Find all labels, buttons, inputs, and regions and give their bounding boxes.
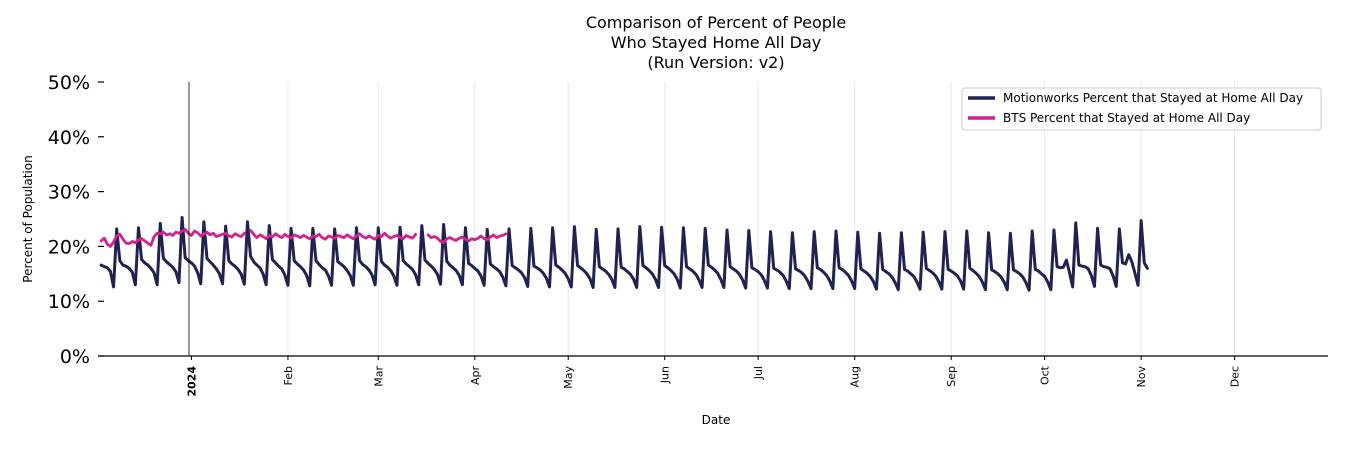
- x-tick-label-6: Jul: [752, 366, 765, 380]
- legend-box: [961, 87, 1322, 131]
- legend-label-motionworks: Motionworks Percent that Stayed at Home …: [1003, 91, 1303, 105]
- x-tick-label-4: May: [562, 366, 575, 389]
- y-tick-label-2: 20%: [48, 236, 90, 258]
- bts-series-line-0: [99, 228, 246, 248]
- chart-title-line-2: Who Stayed Home All Day: [611, 33, 821, 52]
- x-tick-label-1: Feb: [282, 366, 295, 385]
- x-ticks: 2024 Feb Mar Apr May Jun Jul Aug Sep Oct Nov Dec: [185, 356, 1242, 397]
- axes: [98, 82, 1328, 357]
- x-tick-label-8: Sep: [945, 366, 958, 387]
- x-tick-label-2: Mar: [372, 366, 385, 387]
- y-tick-label-1: 10%: [48, 291, 90, 313]
- x-tick-label-7: Aug: [849, 366, 862, 387]
- legend: Motionworks Percent that Stayed at Home …: [961, 87, 1322, 131]
- x-tick-label-9: Oct: [1039, 365, 1052, 385]
- series-layer: [99, 215, 1149, 292]
- x-tick-label-11: Dec: [1229, 366, 1242, 387]
- y-tick-label-0: 0%: [60, 346, 90, 368]
- legend-label-bts: BTS Percent that Stayed at Home All Day: [1003, 111, 1250, 125]
- y-axis-label: Percent of Population: [21, 155, 35, 282]
- bts-series-line-1: [249, 229, 418, 241]
- x-axis-label: Date: [702, 413, 731, 427]
- y-ticks: 0% 10% 20% 30% 40% 50%: [48, 72, 104, 368]
- y-tick-label-4: 40%: [48, 127, 90, 149]
- motionworks-series-line: [99, 215, 1149, 292]
- y-tick-label-5: 50%: [48, 72, 90, 94]
- x-tick-label-3: Apr: [469, 366, 482, 386]
- bts-series-line-2: [426, 232, 508, 244]
- x-tick-label-5: Jun: [659, 366, 672, 384]
- x-tick-label-0: 2024: [185, 366, 198, 397]
- x-tick-label-10: Nov: [1135, 366, 1148, 388]
- chart-title-line-3: (Run Version: v2): [647, 53, 784, 72]
- chart-title-line-1: Comparison of Percent of People: [586, 13, 846, 32]
- y-tick-label-3: 30%: [48, 182, 90, 204]
